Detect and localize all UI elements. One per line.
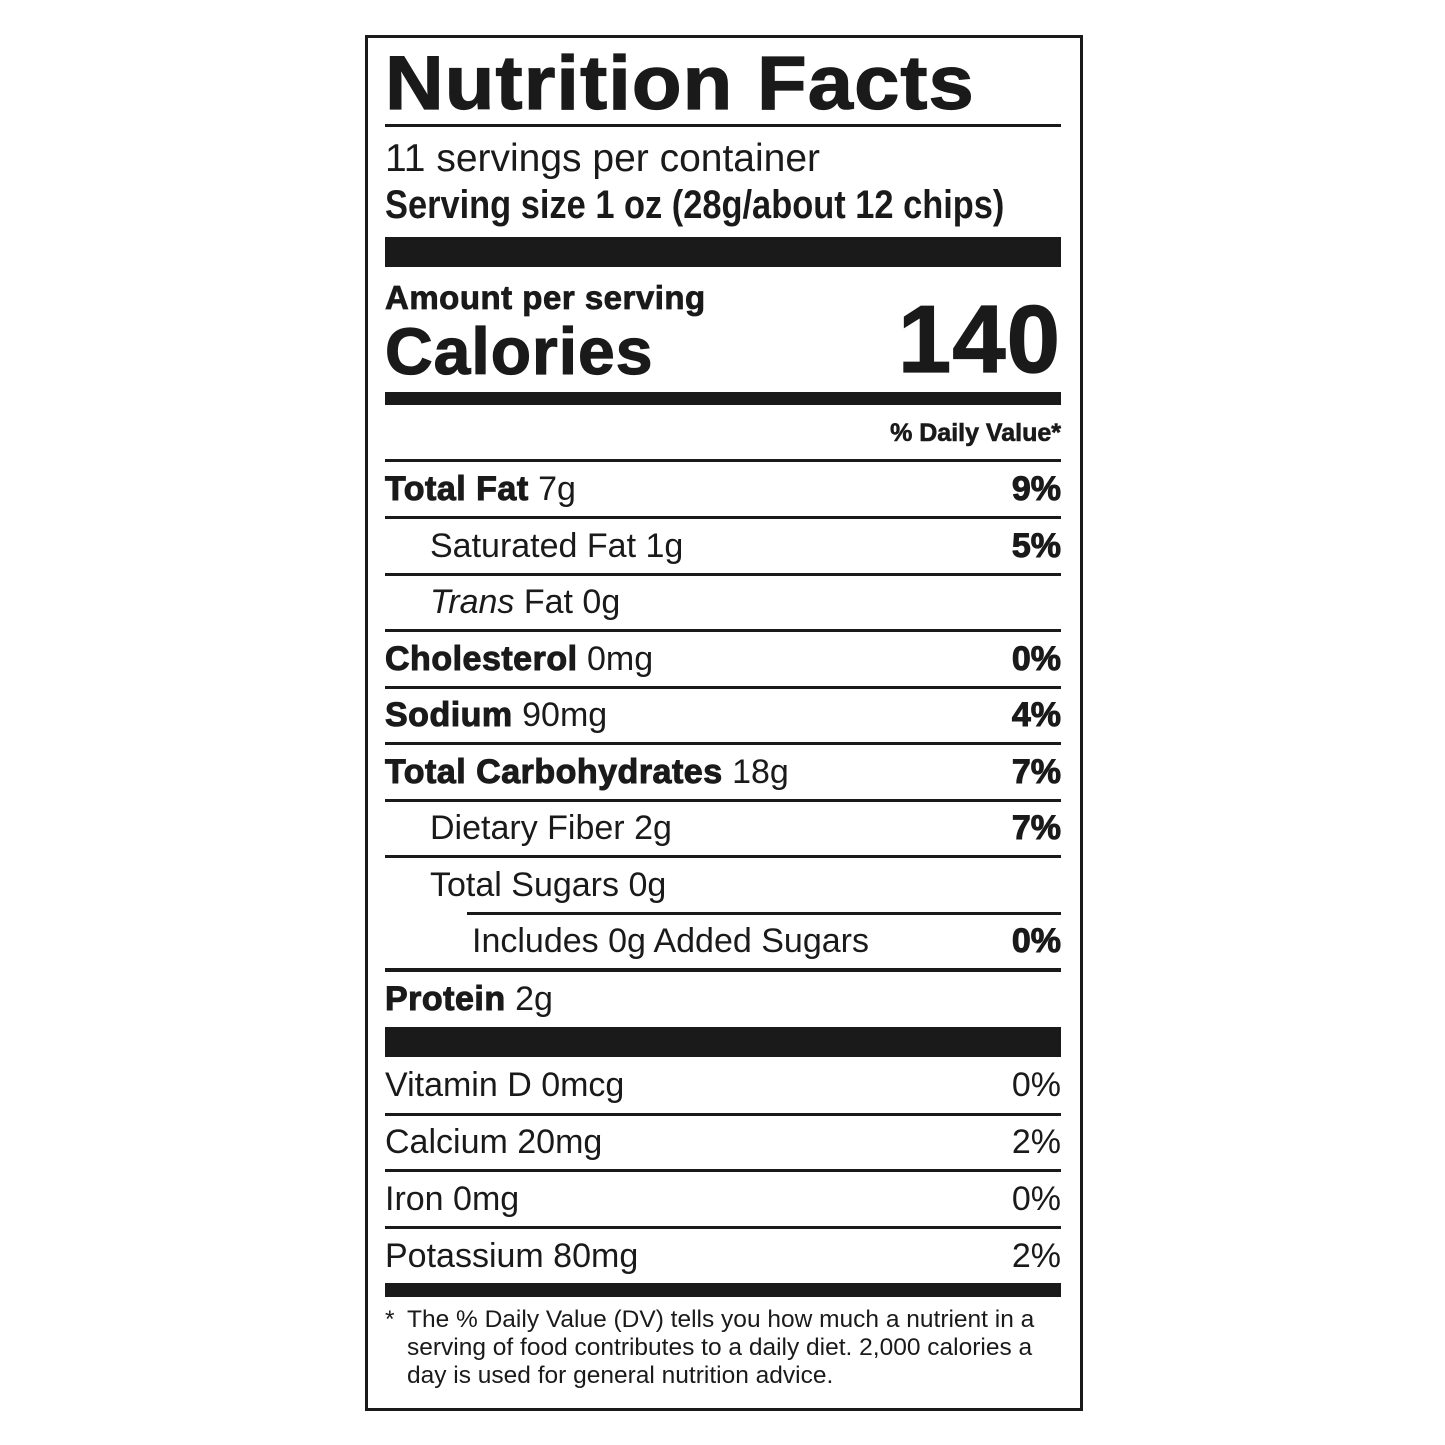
divider xyxy=(467,912,1061,915)
divider xyxy=(385,1226,1061,1229)
servings-per-container: 11 servings per container xyxy=(385,137,821,180)
nutrient-italic-prefix: Trans xyxy=(430,583,515,621)
footnote: * The % Daily Value (DV) tells you how m… xyxy=(385,1306,1061,1390)
nutrient-name: Cholesterol xyxy=(385,639,578,678)
divider xyxy=(385,855,1061,858)
nutrient-daily-value: 0% xyxy=(1011,639,1061,678)
vitamin-daily-value: 2% xyxy=(1011,1236,1061,1275)
vitamin-label: Calcium 20mg xyxy=(385,1123,603,1161)
nutrient-label-group: Cholesterol 0mg xyxy=(385,639,654,679)
nutrient-name: Sodium xyxy=(385,696,513,735)
divider xyxy=(385,742,1061,745)
calories-value: 140 xyxy=(897,286,1061,393)
nutrient-amount: 0mg xyxy=(587,639,654,678)
divider xyxy=(385,629,1061,632)
amount-per-serving: Amount per serving xyxy=(385,279,706,316)
nutrition-label-border xyxy=(365,35,1083,1411)
nutrient-name: Fat xyxy=(523,583,573,621)
nutrient-name: Saturated Fat xyxy=(430,526,637,565)
nutrient-amount: 18g xyxy=(732,752,789,791)
nutrient-name: Includes 0g Added Sugars xyxy=(472,922,869,960)
divider xyxy=(385,573,1061,576)
nutrient-label-group: Total Sugars 0g xyxy=(430,866,666,905)
nutrient-row: Cholesterol 0mg 0% xyxy=(385,632,1062,686)
nutrient-label-group: Trans Fat 0g xyxy=(430,583,620,622)
calories-label: Calories xyxy=(384,314,654,388)
vitamin-label: Potassium 80mg xyxy=(385,1236,639,1275)
nutrient-amount: 90mg xyxy=(522,696,608,734)
vitamin-row: Potassium 80mg 2% xyxy=(385,1229,1061,1283)
nutrient-label-group: Total Carbohydrates 18g xyxy=(385,752,789,792)
label-title: Nutrition Facts xyxy=(384,41,975,126)
nutrient-name: Total Carbohydrates xyxy=(385,752,723,791)
nutrient-amount: 2g xyxy=(634,809,672,847)
daily-value-header: % Daily Value* xyxy=(890,419,1062,448)
thick-bar xyxy=(385,237,1061,267)
nutrient-daily-value: 7% xyxy=(1011,809,1061,848)
nutrient-label-group: Dietary Fiber 2g xyxy=(430,809,672,848)
nutrient-name: Total Fat xyxy=(385,469,529,508)
divider xyxy=(385,686,1061,689)
divider xyxy=(385,968,1061,972)
nutrient-row: Dietary Fiber 2g 7% xyxy=(385,802,1062,855)
vitamin-daily-value: 0% xyxy=(1011,1065,1061,1104)
nutrient-amount: 2g xyxy=(515,979,553,1018)
nutrient-label-group: Includes 0g Added Sugars xyxy=(472,922,869,961)
vitamin-row: Calcium 20mg 2% xyxy=(385,1116,1061,1169)
footnote-text: The % Daily Value (DV) tells you how muc… xyxy=(407,1306,1035,1389)
nutrient-row: Total Sugars 0g xyxy=(385,858,1061,912)
nutrient-label-group: Total Fat 7g xyxy=(385,469,576,509)
nutrient-daily-value: 4% xyxy=(1011,696,1061,735)
medium-bar xyxy=(385,392,1061,405)
nutrient-row: Total Fat 7g 9% xyxy=(385,462,1062,516)
nutrient-label-group: Sodium 90mg xyxy=(385,696,608,735)
nutrient-label-group: Saturated Fat 1g xyxy=(430,527,683,566)
nutrient-row: Includes 0g Added Sugars 0% xyxy=(385,915,1062,968)
vitamin-daily-value: 0% xyxy=(1011,1179,1061,1218)
vitamin-label: Vitamin D 0mcg xyxy=(385,1065,625,1104)
vitamin-row: Vitamin D 0mcg 0% xyxy=(385,1057,1061,1113)
thick-bar xyxy=(385,1027,1061,1057)
divider xyxy=(385,1113,1061,1116)
nutrient-row: Trans Fat 0g xyxy=(385,576,1061,629)
nutrient-amount: 0g xyxy=(582,583,621,621)
nutrient-name: Protein xyxy=(385,979,506,1018)
nutrient-row: Total Carbohydrates 18g 7% xyxy=(385,745,1062,799)
divider xyxy=(385,516,1061,519)
nutrient-row: Saturated Fat 1g 5% xyxy=(385,519,1062,573)
vitamin-daily-value: 2% xyxy=(1011,1123,1061,1161)
divider xyxy=(385,124,1061,127)
medium-bar xyxy=(385,1283,1061,1297)
nutrient-amount: 7g xyxy=(538,469,576,508)
nutrient-name: Total Sugars xyxy=(430,865,619,904)
nutrient-row: Protein 2g xyxy=(385,971,1061,1027)
footnote-marker: * xyxy=(385,1306,395,1333)
divider xyxy=(385,799,1061,802)
nutrient-amount: 0g xyxy=(628,865,667,904)
nutrient-name: Dietary Fiber xyxy=(430,809,625,847)
nutrient-daily-value: 5% xyxy=(1011,526,1061,565)
nutrient-row: Sodium 90mg 4% xyxy=(385,689,1062,742)
vitamin-row: Iron 0mg 0% xyxy=(385,1172,1061,1226)
nutrient-daily-value: 7% xyxy=(1011,752,1061,791)
nutrient-amount: 1g xyxy=(645,526,684,565)
serving-size: Serving size 1 oz (28g/about 12 chips) xyxy=(385,183,1005,227)
vitamin-label: Iron 0mg xyxy=(385,1179,520,1218)
divider xyxy=(385,459,1061,462)
nutrient-daily-value: 9% xyxy=(1011,469,1061,508)
nutrient-daily-value: 0% xyxy=(1011,922,1061,961)
divider xyxy=(385,1169,1061,1172)
nutrient-label-group: Protein 2g xyxy=(385,979,553,1019)
